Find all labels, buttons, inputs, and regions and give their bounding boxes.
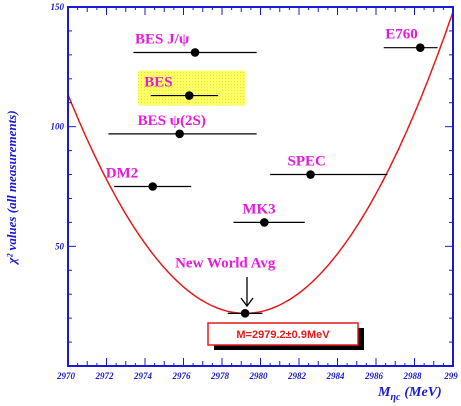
point-label: DM2 [106, 166, 139, 182]
x-tick-label: 2976 [172, 371, 192, 381]
data-point [306, 170, 315, 179]
x-tick-label: 2984 [326, 371, 346, 381]
ticks-layer: 50 100 150 2970 2972 2974 2976 2978 2980 2982 2984… [51, 2, 459, 381]
labels-layer: BES J/ψ BES BES ψ(2S) DM2 SPEC MK3 E760 New Wor… [106, 27, 418, 272]
x-tick-label: 2982 [287, 371, 307, 381]
data-point [415, 43, 425, 52]
data-point [184, 91, 194, 100]
x-tick-label: 2988 [403, 371, 423, 381]
point-label: MK3 [242, 201, 275, 217]
y-tick-label: 100 [51, 122, 65, 132]
curve-layer [67, 11, 454, 315]
point-label: BES ψ(2S) [138, 113, 206, 129]
x-axis-title: Mηc (MeV) [377, 385, 442, 403]
highlight-box [138, 70, 245, 106]
result-box-text: M=2979.2±0.9MeV [236, 329, 330, 341]
result-box-frame [207, 322, 359, 346]
data-point [190, 48, 200, 57]
point-label: BES J/ψ [135, 31, 190, 47]
x-tick-label: 2970 [56, 371, 76, 381]
x-tick-label: 2986 [364, 371, 384, 381]
x-axis-symbol: M [377, 385, 391, 400]
y-tick-label: 150 [51, 2, 65, 12]
result-box: M=2979.2±0.9MeV [207, 322, 364, 350]
x-tick-label: 2974 [133, 371, 153, 381]
point-label: SPEC [288, 154, 326, 170]
point-label: E760 [385, 27, 418, 43]
highlight-layer [138, 70, 245, 106]
avg-arrow [240, 277, 254, 308]
data-point [260, 218, 269, 227]
point-label: New World Avg [175, 255, 276, 271]
point-label: BES [144, 75, 172, 91]
x-tick-label: 2978 [210, 371, 230, 381]
y-tick-label: 50 [55, 241, 65, 251]
fit-curve [67, 11, 454, 315]
data-point [175, 129, 184, 139]
data-point [240, 309, 250, 318]
x-axis-subscript: ηc [390, 392, 400, 403]
x-tick-label: 2980 [249, 371, 269, 381]
data-point [148, 182, 157, 191]
avg-arrow-head [240, 297, 254, 308]
x-tick-label: 2972 [95, 371, 115, 381]
points-layer [108, 43, 438, 318]
y-axis-title: χ² values (all measurements) [4, 110, 19, 265]
x-axis-unit: (MeV) [404, 385, 441, 400]
x-tick-label: 299 [443, 371, 458, 381]
